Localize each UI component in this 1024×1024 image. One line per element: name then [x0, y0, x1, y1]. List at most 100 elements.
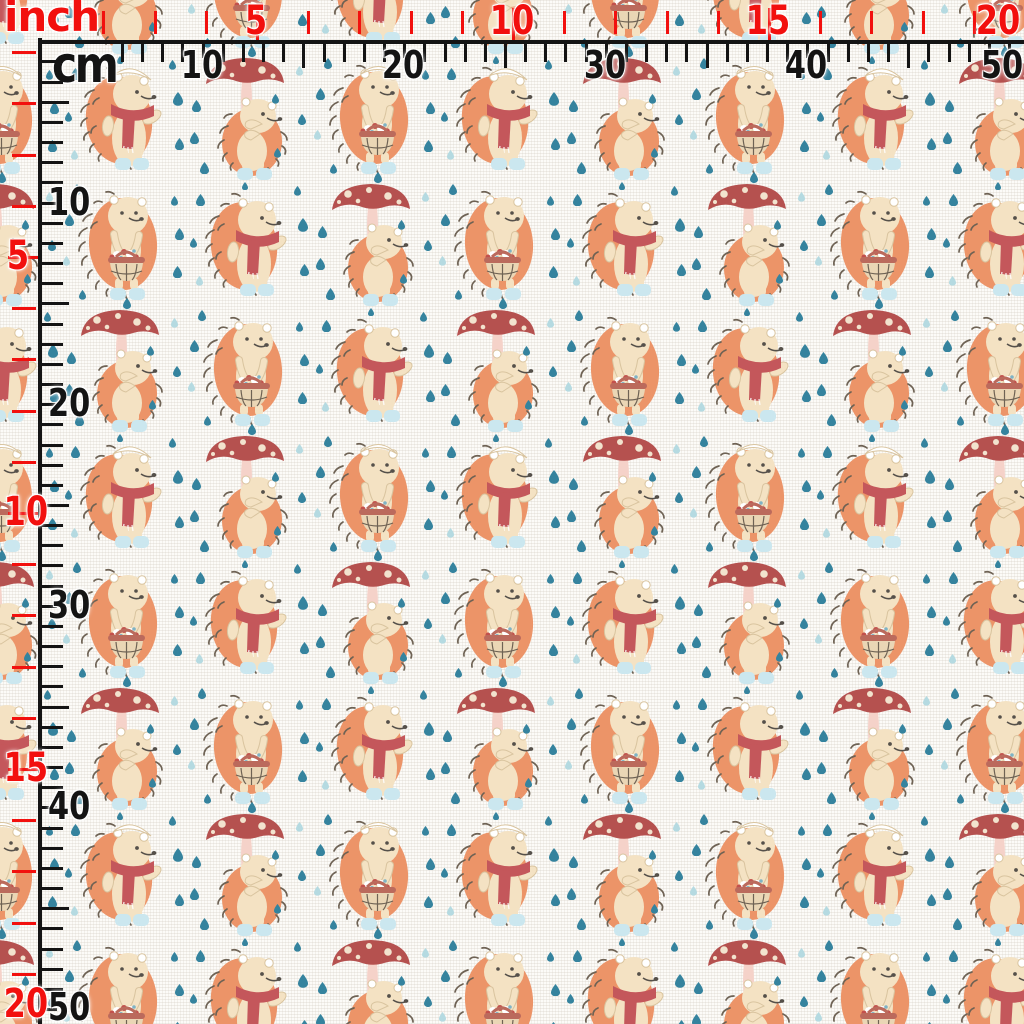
hedgehog-ear [640, 580, 651, 590]
rain-boot [115, 536, 131, 548]
hedgehog-ear [618, 475, 628, 485]
raindrop [956, 416, 964, 426]
raindrop [272, 94, 280, 104]
raindrop [423, 344, 434, 358]
raindrop [499, 676, 508, 688]
raindrop [173, 744, 181, 756]
raindrop [321, 24, 329, 34]
hedgehog-spines [844, 365, 916, 427]
raindrop [321, 698, 331, 711]
hedgehog-ear [994, 853, 1004, 863]
scarf-tail [0, 744, 10, 779]
scarf [487, 482, 531, 499]
raindrop [190, 132, 200, 145]
basket-rim [985, 5, 1023, 11]
raindrop [923, 574, 931, 584]
raindrop [875, 298, 884, 310]
rain-boot [1006, 414, 1023, 426]
hedgehog-umbrella [708, 562, 790, 684]
hedgehog-spines [454, 190, 505, 300]
scarf-tail [498, 492, 512, 527]
raindrop [196, 654, 204, 664]
raindrop [927, 894, 937, 907]
raindrop [948, 276, 956, 286]
raindrop [547, 196, 555, 206]
basket-rim [985, 383, 1023, 389]
raindrop [823, 528, 831, 538]
hedgehog-bonnet [0, 66, 21, 77]
raindrop [47, 896, 57, 909]
rain-boot [862, 288, 879, 300]
hedgehog-spines [92, 365, 163, 427]
hedgehog-ear [238, 576, 249, 586]
raindrop [421, 70, 429, 80]
raindrop [523, 724, 531, 734]
raindrop [817, 868, 825, 878]
hedgehog-scarf [80, 66, 162, 170]
hedgehog-bonnet [360, 66, 398, 77]
rain-boot [742, 32, 758, 44]
raindrop [23, 274, 31, 284]
hedgehog-basket [830, 190, 910, 300]
raindrop [549, 848, 560, 862]
hedgehog-spines [454, 946, 492, 1022]
hedgehog-scarf [205, 192, 287, 296]
basket-handle [365, 502, 388, 511]
rain-boot [256, 546, 273, 558]
raindrop [49, 858, 59, 871]
rain-boot [488, 420, 505, 432]
rain-boot [613, 924, 630, 936]
raindrop [674, 392, 684, 405]
hedgehog-ear [241, 475, 251, 485]
scarf-tail [749, 744, 762, 779]
raindrop [190, 994, 198, 1004]
rain-boot [379, 162, 396, 174]
mushroom-dots [211, 61, 276, 79]
raindrop [123, 298, 131, 310]
rain-boot [381, 294, 398, 306]
basket-handle [741, 502, 765, 511]
rain-boot [235, 414, 252, 426]
raindrop [940, 760, 948, 770]
hedgehog-basket [955, 694, 1024, 804]
raindrop [994, 938, 1001, 947]
raindrop [1000, 424, 1009, 436]
rain-boot [760, 32, 776, 44]
hedgehog-ear [889, 953, 900, 963]
hedgehog-basket [78, 946, 158, 1024]
rain-boot [131, 798, 147, 810]
raindrop [551, 138, 561, 151]
hedgehog-ear [142, 731, 152, 741]
hedgehog-ear [485, 951, 495, 961]
raindrop [948, 654, 956, 664]
rain-boot [379, 918, 396, 930]
raindrop [65, 970, 74, 983]
rain-boot [883, 798, 900, 810]
raindrop [800, 140, 809, 153]
raindrop [173, 848, 183, 862]
rain-boot [613, 168, 630, 180]
hedgehog-ear [1020, 101, 1024, 111]
raindrop [566, 888, 576, 901]
hedgehog-spines [454, 568, 505, 678]
rain-boot [362, 294, 379, 306]
raindrop [423, 618, 432, 630]
raindrop [875, 676, 884, 688]
raindrop [493, 56, 500, 65]
rain-boot [883, 420, 900, 432]
raindrop [815, 634, 823, 644]
hedgehog-ear [267, 479, 277, 489]
rain-boot [256, 924, 273, 936]
hedgehog-spines [707, 318, 759, 422]
raindrop [564, 382, 572, 392]
raindrop [47, 344, 58, 358]
hedgehog-umbrella [92, 0, 163, 54]
scarf [738, 356, 781, 373]
raindrop [300, 642, 310, 655]
rain-boot [0, 294, 3, 306]
raindrop [706, 164, 713, 174]
raindrop [921, 816, 929, 826]
basket-handle [741, 124, 765, 133]
rain-boot [488, 798, 505, 810]
